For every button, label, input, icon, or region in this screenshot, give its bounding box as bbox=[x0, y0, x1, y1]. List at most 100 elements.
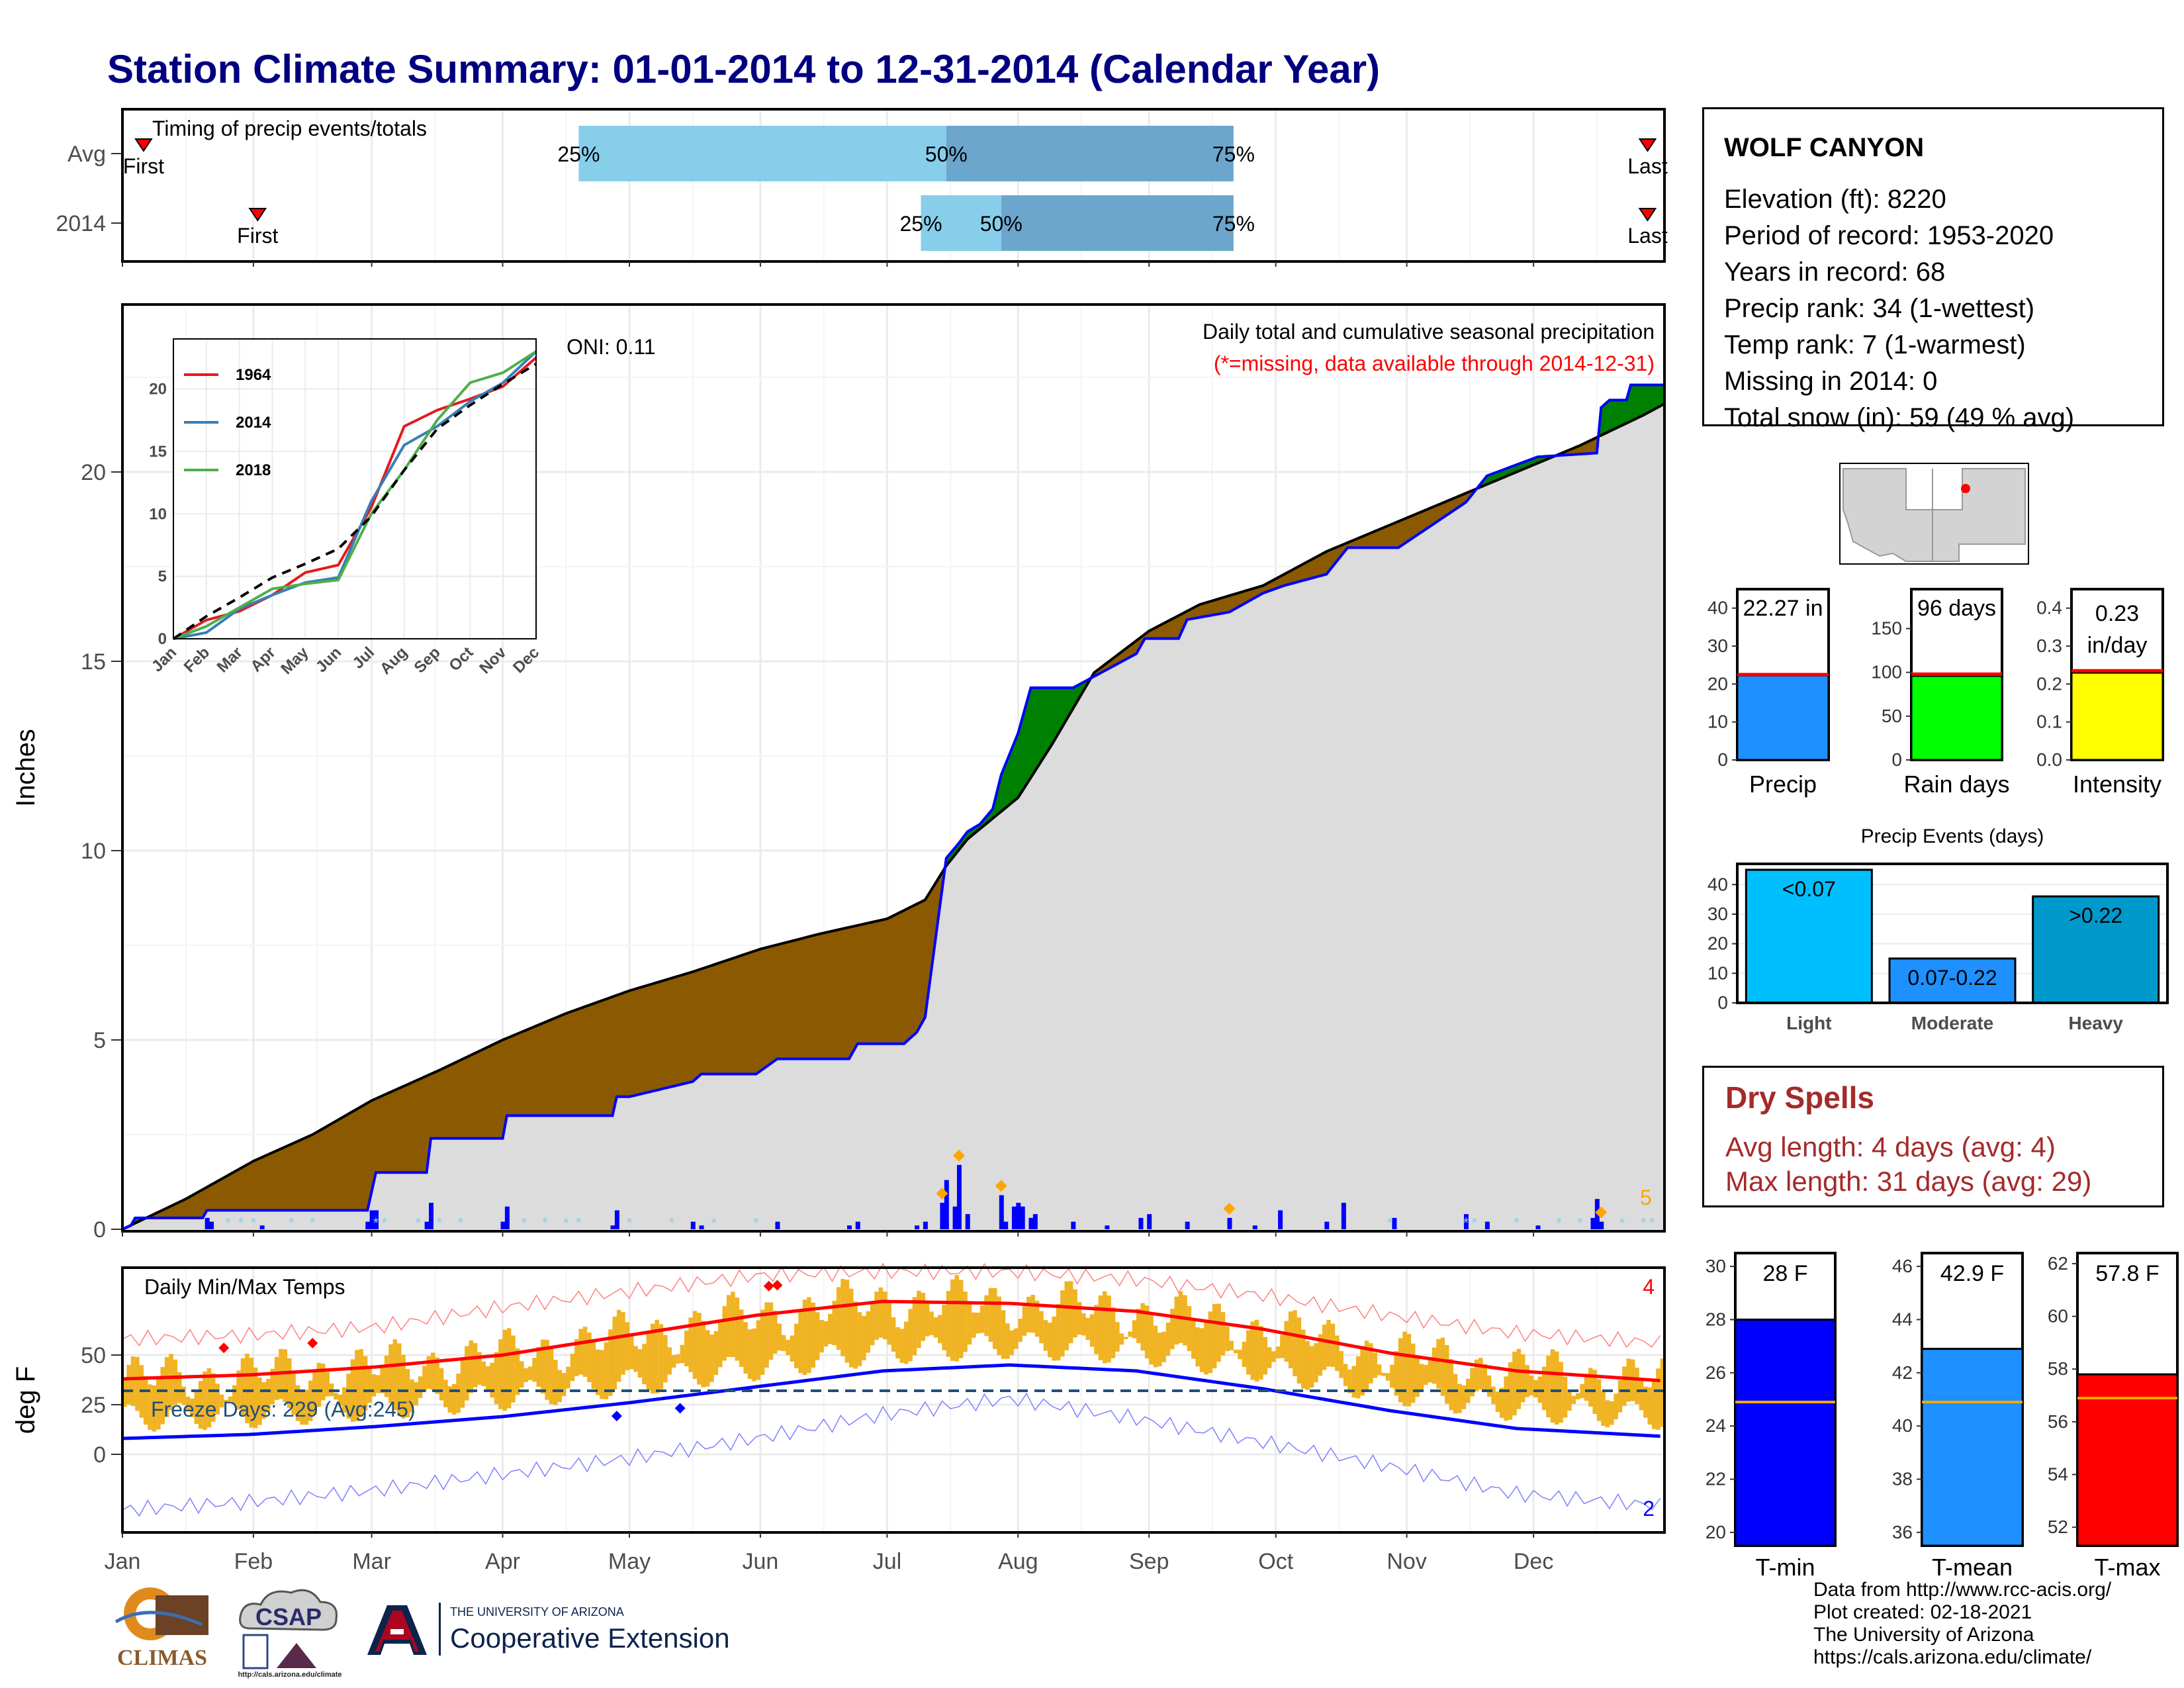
daily-temp-bar bbox=[667, 1347, 672, 1375]
daily-temp-bar bbox=[1229, 1340, 1234, 1350]
timing-title: Timing of precip events/totals bbox=[152, 117, 427, 140]
daily-temp-bar bbox=[1428, 1358, 1433, 1383]
daily-temp-bar bbox=[1546, 1355, 1551, 1418]
daily-temp-bar bbox=[355, 1350, 359, 1422]
daily-temp-bar bbox=[752, 1328, 756, 1382]
summary-y-tick: 50 bbox=[1882, 706, 1902, 726]
daily-temp-bar bbox=[1588, 1368, 1593, 1407]
summary-bar bbox=[1910, 675, 2003, 761]
daily-temp-bar bbox=[629, 1335, 634, 1370]
daily-temp-bar bbox=[637, 1349, 643, 1378]
daily-temp-bar bbox=[494, 1352, 499, 1405]
record-low-marker bbox=[674, 1403, 686, 1414]
daily-temp-bar bbox=[1461, 1385, 1467, 1409]
snow-marker: * bbox=[1463, 1215, 1469, 1231]
x-tick-label: Dec bbox=[1514, 1549, 1553, 1574]
temp-summary-name-label: T-mean bbox=[1932, 1554, 2013, 1581]
last-label: Last bbox=[1627, 154, 1668, 178]
daily-temp-bar bbox=[257, 1377, 262, 1425]
daily-temp-bar bbox=[1610, 1401, 1614, 1425]
snow-marker: * bbox=[251, 1215, 257, 1231]
summary-y-tick: 0.0 bbox=[2036, 749, 2062, 770]
snow-marker: * bbox=[457, 1215, 463, 1231]
daily-temp-bar bbox=[625, 1322, 630, 1370]
summary-y-tick: 0.2 bbox=[2036, 673, 2062, 694]
station-precip-rank: Precip rank: 34 (1-wettest) bbox=[1724, 294, 2035, 323]
station-name: WOLF CANYON bbox=[1724, 133, 1925, 162]
daily-temp-bar bbox=[426, 1356, 432, 1389]
daily-temp-bar bbox=[1288, 1311, 1293, 1368]
daily-precip-bar bbox=[1071, 1221, 1076, 1229]
daily-temp-bar bbox=[392, 1339, 398, 1411]
daily-temp-bar bbox=[1022, 1306, 1027, 1336]
daily-precip-bar bbox=[1341, 1202, 1346, 1229]
avg-tmax-line bbox=[122, 1299, 1661, 1383]
summary-y-tick: 40 bbox=[1707, 598, 1728, 618]
daily-temp-bar bbox=[1584, 1374, 1589, 1401]
daily-temp-bar bbox=[925, 1301, 930, 1336]
events-title: Precip Events (days) bbox=[1861, 825, 2044, 847]
daily-temp-bar bbox=[655, 1319, 659, 1393]
temp-summary-y-tick: 28 bbox=[1706, 1309, 1726, 1329]
temp-summary-y-tick: 20 bbox=[1706, 1522, 1726, 1542]
daily-temp-bar bbox=[713, 1331, 719, 1376]
daily-temp-bar bbox=[1170, 1309, 1175, 1350]
daily-temp-bar bbox=[304, 1389, 308, 1425]
plot-border bbox=[121, 1266, 1666, 1534]
daily-temp-bar bbox=[270, 1368, 275, 1405]
daily-temp-bar bbox=[582, 1327, 588, 1377]
y-tick-label: 10 bbox=[81, 839, 106, 864]
average-cumulative-area bbox=[122, 404, 1664, 1229]
event-bar-label: 0.07-0.22 bbox=[1907, 966, 1997, 990]
daily-temp-bar bbox=[692, 1311, 698, 1380]
daily-temp-bar bbox=[1373, 1352, 1378, 1378]
daily-temp-bar bbox=[684, 1331, 689, 1367]
daily-temp-bar bbox=[152, 1385, 157, 1432]
daily-temp-bar bbox=[312, 1370, 317, 1415]
timing-marker bbox=[134, 138, 153, 152]
daily-temp-bar bbox=[451, 1383, 457, 1415]
quartile-label: 75% bbox=[1212, 142, 1255, 166]
summary-bar bbox=[2070, 671, 2164, 761]
daily-temp-bar bbox=[1174, 1296, 1179, 1345]
daily-temp-bar bbox=[1635, 1368, 1639, 1405]
daily-temp-bar bbox=[215, 1383, 220, 1415]
daily-temp-bar bbox=[148, 1384, 152, 1430]
daily-temp-bar bbox=[929, 1311, 934, 1335]
daily-precip-bar bbox=[1020, 1206, 1025, 1229]
daily-temp-bar bbox=[485, 1366, 490, 1391]
daily-temp-bar bbox=[173, 1359, 178, 1405]
quartile-label: 50% bbox=[980, 212, 1023, 236]
daily-temp-bar bbox=[958, 1280, 964, 1358]
daily-temp-bar bbox=[367, 1366, 372, 1403]
temp-summary-y-tick: 56 bbox=[2048, 1411, 2068, 1432]
daily-temp-bar bbox=[1225, 1326, 1230, 1352]
daily-precip-bar bbox=[1032, 1214, 1038, 1229]
temperature-chart: 0 25 50 Daily Min/Max Temps Freeze Days: 229… bbox=[11, 1262, 1666, 1574]
daily-temp-bar bbox=[1107, 1295, 1111, 1363]
daily-temp-bar bbox=[291, 1372, 296, 1415]
dry-spells-box: Dry Spells Avg length: 4 days (avg: 4) M… bbox=[1702, 1066, 2164, 1207]
daily-temp-bar bbox=[836, 1287, 841, 1350]
csap-text: CSAP bbox=[255, 1603, 322, 1630]
daily-temp-bar bbox=[274, 1356, 279, 1400]
daily-temp-bar bbox=[595, 1349, 600, 1395]
daily-temp-bar bbox=[1081, 1313, 1086, 1336]
events-y-tick: 20 bbox=[1707, 933, 1728, 954]
daily-temp-bar bbox=[520, 1361, 524, 1388]
record-low-marker bbox=[611, 1411, 622, 1422]
record-high-line bbox=[122, 1262, 1661, 1348]
daily-temp-bar bbox=[790, 1335, 795, 1362]
daily-temp-bar bbox=[997, 1296, 1001, 1356]
daily-temp-bar bbox=[1136, 1309, 1141, 1344]
daily-temp-bar bbox=[963, 1291, 968, 1352]
snow-marker: * bbox=[381, 1215, 387, 1231]
temp-summary-y-tick: 44 bbox=[1892, 1309, 1913, 1329]
daily-temp-bar bbox=[122, 1379, 127, 1407]
daily-temp-bar bbox=[984, 1295, 989, 1336]
temp-summary-name-label: T-min bbox=[1756, 1554, 1815, 1581]
daily-temp-bar bbox=[1246, 1330, 1251, 1375]
quartile-label: 25% bbox=[899, 212, 942, 236]
quartile-label: 50% bbox=[925, 142, 968, 166]
credit-line: The University of Arizona bbox=[1813, 1624, 2034, 1646]
